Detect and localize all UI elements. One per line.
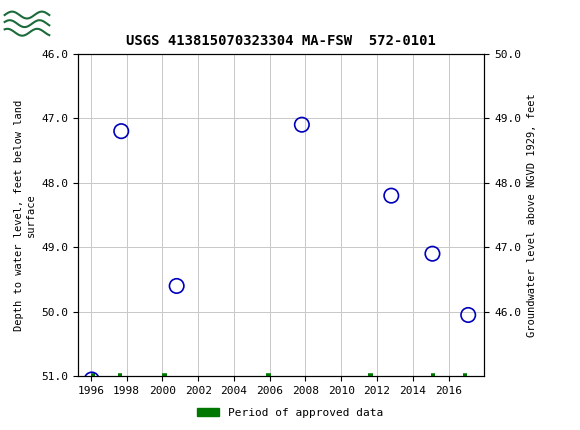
Point xyxy=(428,250,437,257)
Legend: Period of approved data: Period of approved data xyxy=(193,403,387,422)
Point xyxy=(387,192,396,199)
Y-axis label: Depth to water level, feet below land
surface: Depth to water level, feet below land su… xyxy=(14,99,36,331)
Point xyxy=(117,128,126,135)
FancyBboxPatch shape xyxy=(3,3,58,40)
Y-axis label: Groundwater level above NGVD 1929, feet: Groundwater level above NGVD 1929, feet xyxy=(527,93,536,337)
Point xyxy=(87,376,96,383)
Title: USGS 413815070323304 MA-FSW  572-0101: USGS 413815070323304 MA-FSW 572-0101 xyxy=(126,34,436,49)
Point xyxy=(463,311,473,318)
Point xyxy=(297,121,306,128)
Point xyxy=(172,283,182,289)
Text: USGS: USGS xyxy=(64,12,119,31)
